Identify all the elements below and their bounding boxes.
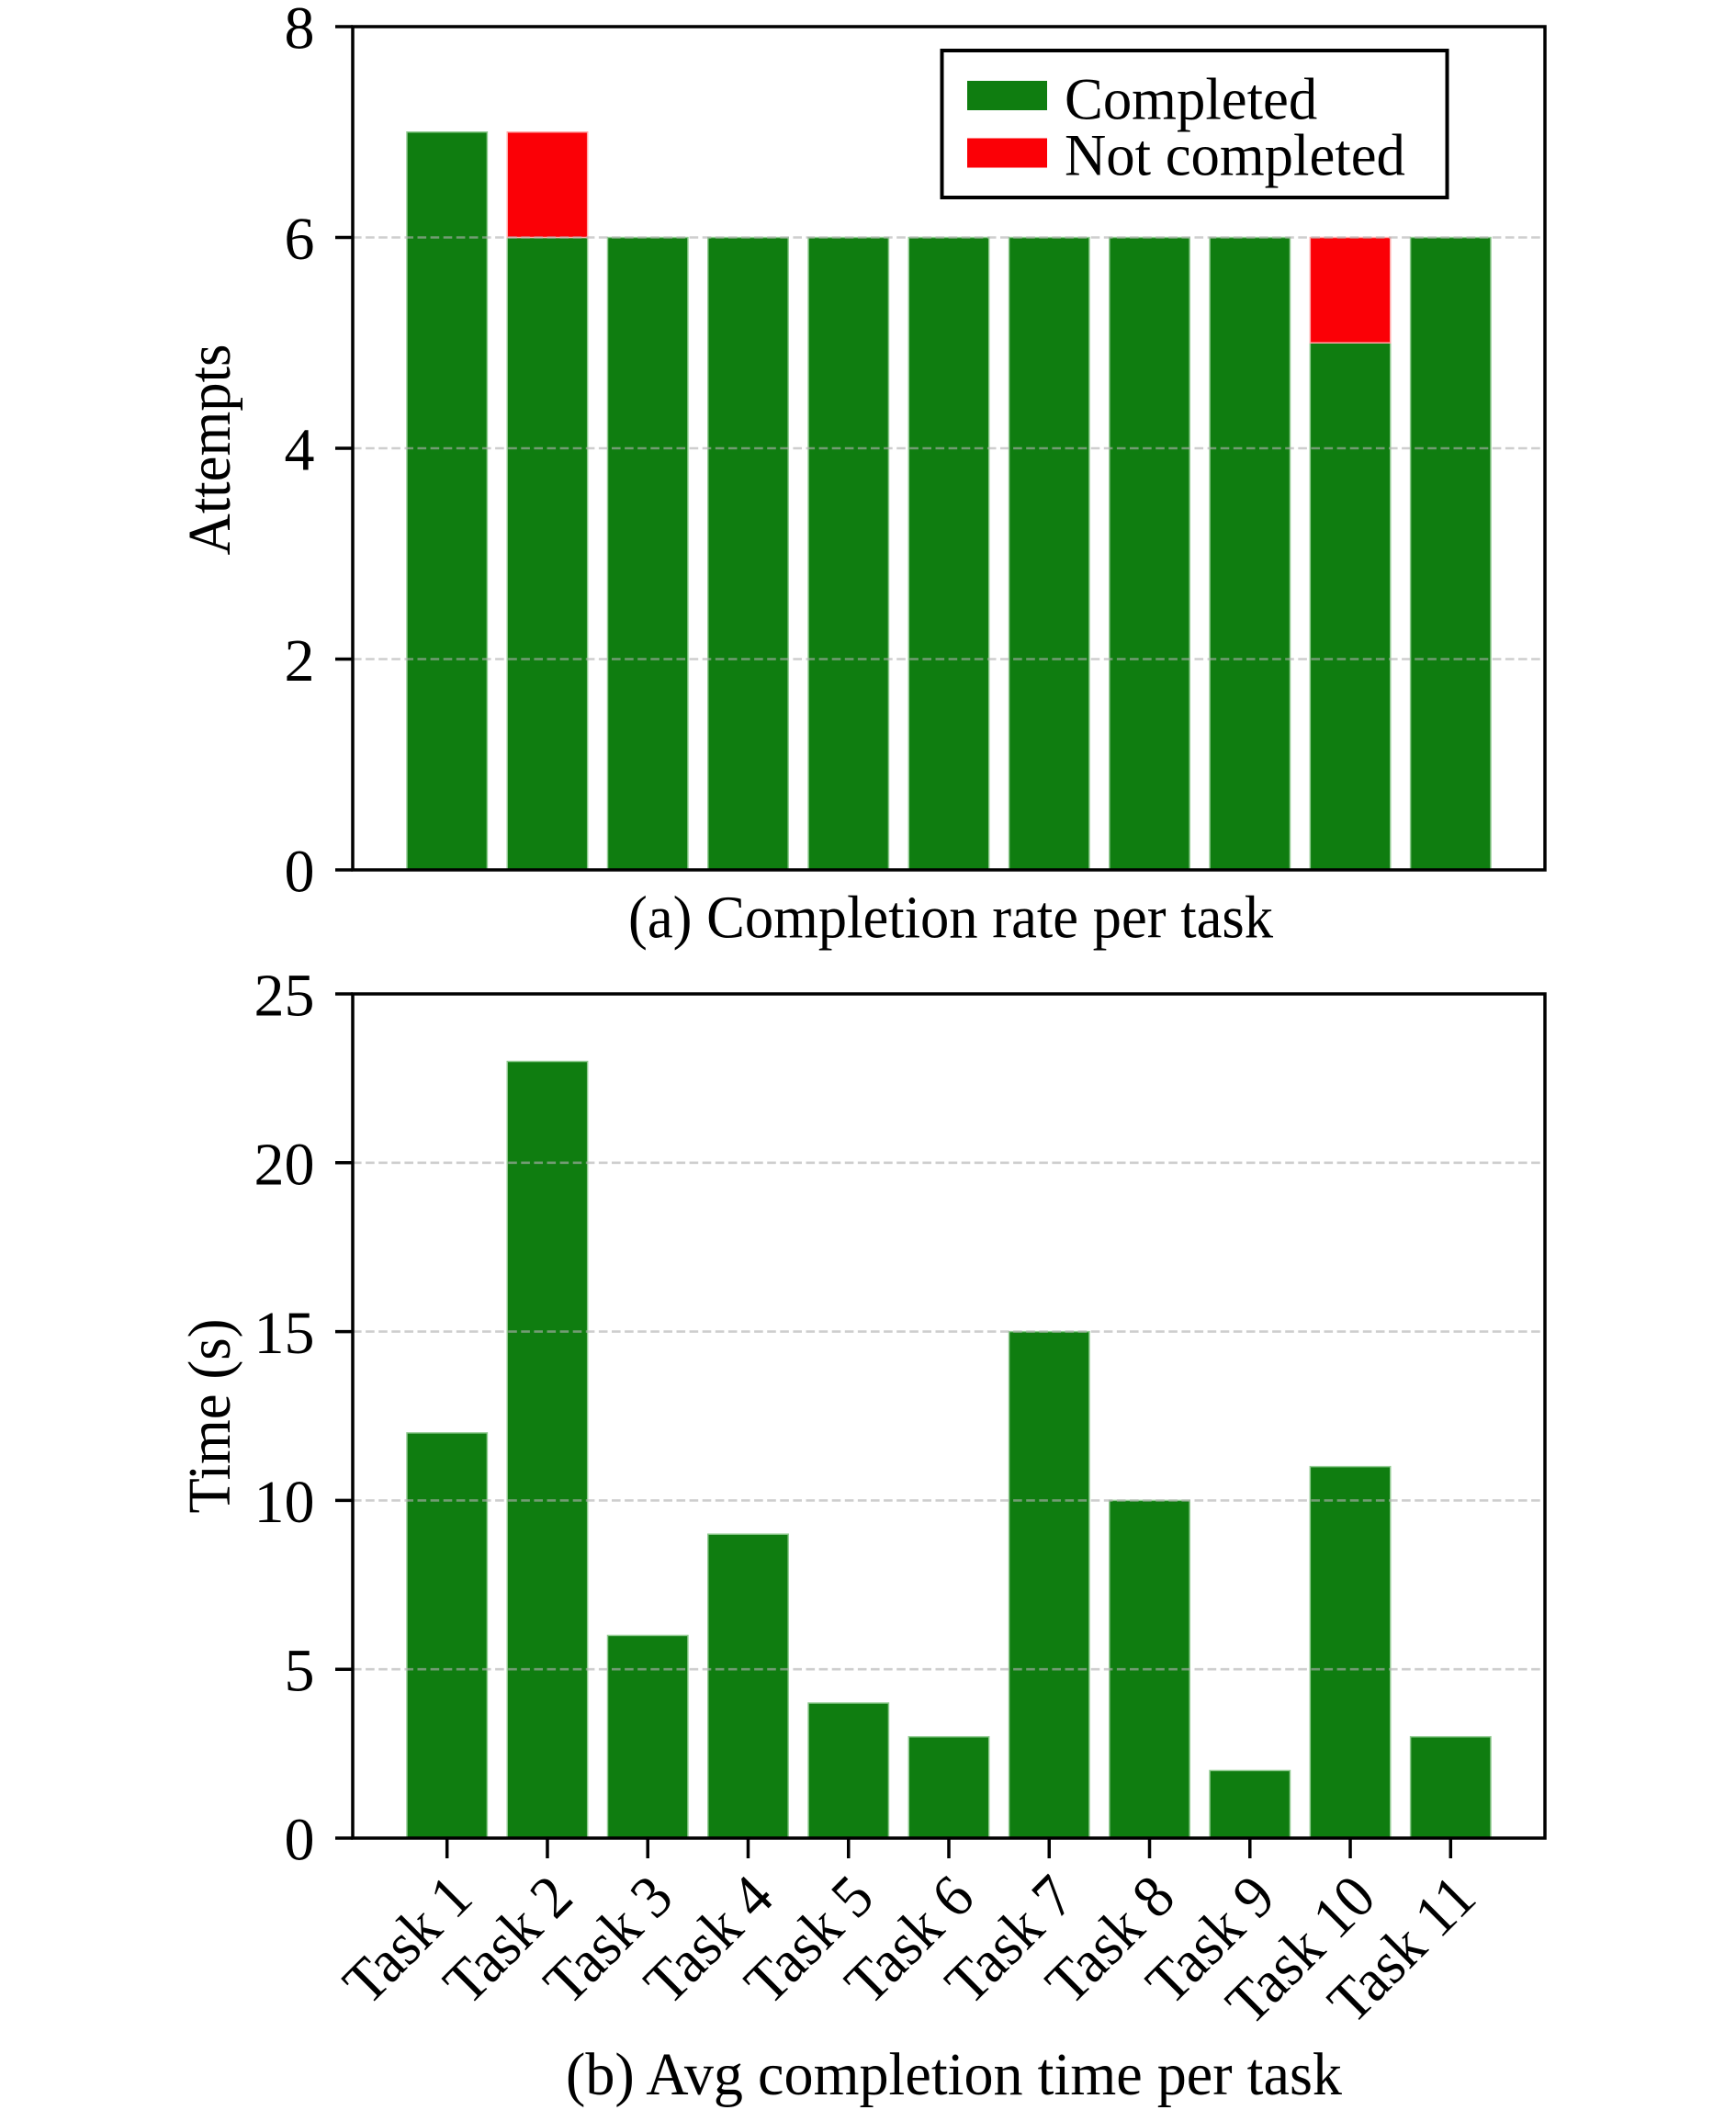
svg-text:2: 2 [285,627,315,694]
svg-text:10: 10 [254,1469,315,1536]
svg-text:4: 4 [285,417,315,484]
svg-text:0: 0 [285,1807,315,1874]
svg-text:Attempts: Attempts [176,344,243,556]
svg-text:0: 0 [285,839,315,906]
svg-text:20: 20 [254,1131,315,1198]
svg-text:25: 25 [254,963,315,1030]
svg-text:6: 6 [285,206,315,273]
svg-text:5: 5 [285,1638,315,1705]
svg-text:8: 8 [285,0,315,62]
svg-text:(b) Avg completion time per ta: (b) Avg completion time per task [566,2041,1342,2108]
svg-text:Time (s): Time (s) [176,1319,243,1514]
svg-text:(a) Completion rate per task: (a) Completion rate per task [628,885,1273,952]
svg-text:Completed: Completed [1065,67,1317,133]
svg-text:Not completed: Not completed [1065,123,1405,189]
svg-text:15: 15 [254,1300,315,1367]
